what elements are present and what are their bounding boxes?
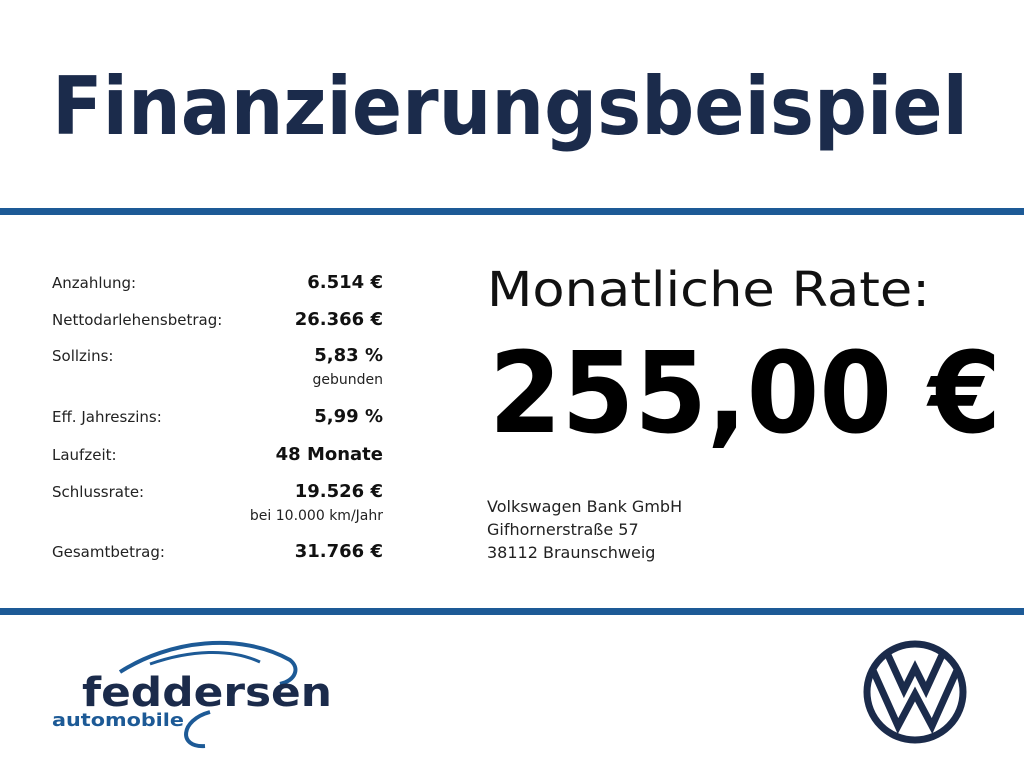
address-line: Volkswagen Bank GmbH — [487, 497, 682, 516]
logo-swoosh — [184, 710, 211, 749]
row-note: gebunden — [312, 372, 383, 388]
logo-swoosh — [149, 650, 261, 666]
row-label: Anzahlung: — [52, 274, 136, 292]
row-value: 48 Monate — [276, 444, 383, 465]
row-label: Schlussrate: — [52, 483, 144, 501]
row-value: 31.766 € — [295, 541, 383, 562]
row-value: 6.514 € — [307, 272, 383, 293]
dealer-name: feddersen — [82, 670, 332, 716]
vw-logo — [863, 640, 967, 744]
divider — [0, 208, 1024, 215]
row-value: 19.526 € — [295, 481, 383, 502]
divider — [0, 608, 1024, 615]
logo-swoosh — [118, 640, 298, 686]
row-note: bei 10.000 km/Jahr — [250, 508, 383, 524]
rate-value: 255,00 € — [489, 329, 1001, 459]
dealer-tagline: automobile — [52, 710, 184, 731]
row-value: 26.366 € — [295, 309, 383, 330]
terms-table: Anzahlung: 6.514 € Nettodarlehensbetrag: 26… — [52, 272, 383, 562]
dealer-logo: feddersen automobile — [52, 640, 332, 749]
address-line: 38112 Braunschweig — [487, 543, 655, 562]
rate-label: Monatliche Rate: — [487, 262, 930, 318]
vw-mark — [868, 666, 962, 734]
row-value: 5,83 % — [314, 345, 383, 366]
row-label: Nettodarlehensbetrag: — [52, 311, 222, 329]
title: Finanzierungsbeispiel — [52, 60, 968, 153]
row-label: Sollzins: — [52, 347, 113, 365]
address-line: Gifhornerstraße 57 — [487, 520, 639, 539]
row-label: Laufzeit: — [52, 446, 117, 464]
vw-circle — [863, 640, 967, 744]
row-label: Gesamtbetrag: — [52, 543, 165, 561]
row-label: Eff. Jahreszins: — [52, 408, 162, 426]
row-value: 5,99 % — [314, 406, 383, 427]
vw-mark — [884, 653, 946, 699]
